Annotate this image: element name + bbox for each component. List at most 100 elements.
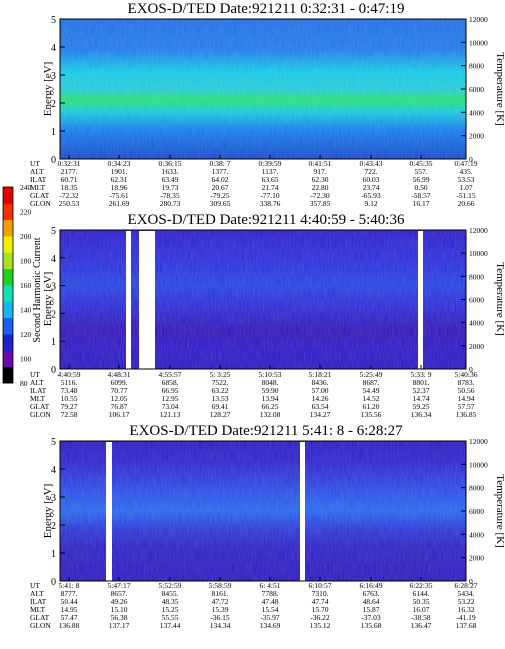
orbit-cell: 5:10:53 <box>259 370 282 379</box>
orbit-cell: 5:58:59 <box>209 581 232 590</box>
orbit-cell: 15.39 <box>212 605 229 614</box>
y-right-tick-label: 12000 <box>469 226 488 235</box>
orbit-cell: 917. <box>313 167 326 176</box>
panel-3-yticks: 0 1 2 3 4 5 0 2000 4000 6000 8000 10000 12000 <box>51 437 488 588</box>
panel-1-orbit-table: UT 0:32:31 0:34:23 0:36:15 0:38: 7 0:39:59 0:4… <box>30 159 478 208</box>
y-right-tick-label: 0 <box>469 365 473 374</box>
orbit-row-label: GLON <box>30 199 51 208</box>
orbit-cell: 134.69 <box>260 621 281 630</box>
orbit-cell: 0:34:23 <box>108 159 131 168</box>
colorbar-tick-label: 100 <box>20 355 32 364</box>
orbit-row-label: UT <box>30 581 40 590</box>
orbit-cell: 5:18:21 <box>309 370 332 379</box>
panel-1-ylabel: Energy [eV] <box>42 62 54 116</box>
orbit-cell: 8783. <box>458 378 475 387</box>
y-right-tick-label: 12000 <box>469 437 488 446</box>
orbit-cell: 134.27 <box>310 410 331 419</box>
orbit-row-label: ALT <box>30 589 44 598</box>
orbit-cell: 61.20 <box>363 402 380 411</box>
orbit-row-label: GLON <box>30 410 51 419</box>
panel-2-title: EXOS-D/TED Date:921211 4:40:59 - 5:40:36 <box>128 212 405 228</box>
orbit-cell: 14.95 <box>61 605 78 614</box>
orbit-cell: 50.44 <box>61 597 78 606</box>
orbit-cell: 73.48 <box>61 386 78 395</box>
orbit-cell: -72.32 <box>59 191 79 200</box>
orbit-cell: -75.61 <box>109 191 129 200</box>
orbit-cell: -35.97 <box>260 613 280 622</box>
orbit-cell: 5434. <box>458 589 475 598</box>
orbit-cell: 0:36:15 <box>159 159 182 168</box>
orbit-cell: 16.32 <box>458 605 475 614</box>
y-right-tick-label: 0 <box>469 577 473 586</box>
orbit-cell: 2177. <box>61 167 78 176</box>
orbit-row-label: MLT <box>30 605 46 614</box>
orbit-cell: 6:10:57 <box>309 581 332 590</box>
colorbar: 80 100 120 140 160 180 200 220 240 Second Harmon… <box>2 183 43 388</box>
orbit-cell: 9.12 <box>364 199 377 208</box>
orbit-cell: 8777. <box>61 589 78 598</box>
orbit-cell: 63.54 <box>312 402 329 411</box>
orbit-cell: 309.65 <box>210 199 231 208</box>
orbit-cell: 57.00 <box>312 386 329 395</box>
orbit-cell: 62.30 <box>312 175 329 184</box>
colorbar-label: Second Harmonic Current <box>32 237 43 342</box>
orbit-cell: 1901. <box>111 167 128 176</box>
orbit-cell: 135.68 <box>361 621 382 630</box>
orbit-cell: 54.49 <box>363 386 380 395</box>
orbit-cell: 63.22 <box>212 386 229 395</box>
panel-3-plot <box>60 441 466 581</box>
orbit-row-label: ILAT <box>30 175 47 184</box>
orbit-cell: 60.03 <box>363 175 380 184</box>
orbit-cell: 5:40:36 <box>455 370 478 379</box>
orbit-cell: 8161. <box>212 589 229 598</box>
orbit-cell: 73.04 <box>162 402 179 411</box>
y-tick-label: 3 <box>51 282 56 293</box>
orbit-cell: 53.53 <box>458 175 475 184</box>
orbit-cell: -41.19 <box>456 613 476 622</box>
orbit-cell: 76.87 <box>111 402 128 411</box>
y-right-tick-label: 2000 <box>469 132 484 141</box>
orbit-cell: 1633. <box>162 167 179 176</box>
orbit-row-label: MLT <box>30 183 46 192</box>
orbit-row-label: GLAT <box>30 613 50 622</box>
panel-2-plot <box>60 230 466 369</box>
y-tick-label: 2 <box>51 309 56 320</box>
orbit-cell: 8687. <box>363 378 380 387</box>
panel-2-ylabel-right: Temperature [K] <box>494 262 505 335</box>
orbit-cell: 6858. <box>162 378 179 387</box>
orbit-cell: 20.66 <box>458 199 475 208</box>
orbit-cell: 20.67 <box>212 183 229 192</box>
orbit-cell: 121.13 <box>160 410 181 419</box>
panel-1-yticks: 0 1 2 3 4 5 0 2000 4000 6000 8000 10000 12000 <box>51 15 488 166</box>
orbit-cell: 250.53 <box>59 199 80 208</box>
orbit-cell: 0:41:51 <box>309 159 332 168</box>
orbit-cell: 137.68 <box>456 621 477 630</box>
orbit-cell: -37.03 <box>361 613 381 622</box>
y-tick-label: 4 <box>51 43 56 54</box>
panel-3-texture <box>60 441 466 581</box>
colorbar-tick-label: 80 <box>20 379 28 388</box>
orbit-cell: -78.35 <box>160 191 180 200</box>
orbit-cell: 57.47 <box>61 613 78 622</box>
orbit-row-label: ALT <box>30 167 44 176</box>
orbit-cell: 16.07 <box>413 605 430 614</box>
y-tick-label: 5 <box>51 437 56 448</box>
orbit-cell: 8657. <box>111 589 128 598</box>
y-tick-label: 0 <box>51 155 56 166</box>
orbit-cell: 56.38 <box>111 613 128 622</box>
orbit-cell: 4:55:57 <box>159 370 182 379</box>
colorbar-swatch <box>3 350 13 368</box>
orbit-cell: 136.85 <box>456 410 477 419</box>
y-right-tick-label: 6000 <box>469 507 484 516</box>
orbit-cell: 6:22:35 <box>410 581 433 590</box>
orbit-cell: -65.93 <box>361 191 381 200</box>
orbit-cell: 137.44 <box>160 621 181 630</box>
orbit-cell: 15.70 <box>312 605 329 614</box>
y-tick-label: 5 <box>51 226 56 237</box>
colorbar-tick-label: 160 <box>20 281 32 290</box>
orbit-cell: 48.35 <box>162 597 179 606</box>
colorbar-frame <box>2 186 14 384</box>
colorbar-tick-label: 140 <box>20 306 32 315</box>
orbit-cell: 47.72 <box>212 597 229 606</box>
orbit-cell: -77.10 <box>260 191 280 200</box>
